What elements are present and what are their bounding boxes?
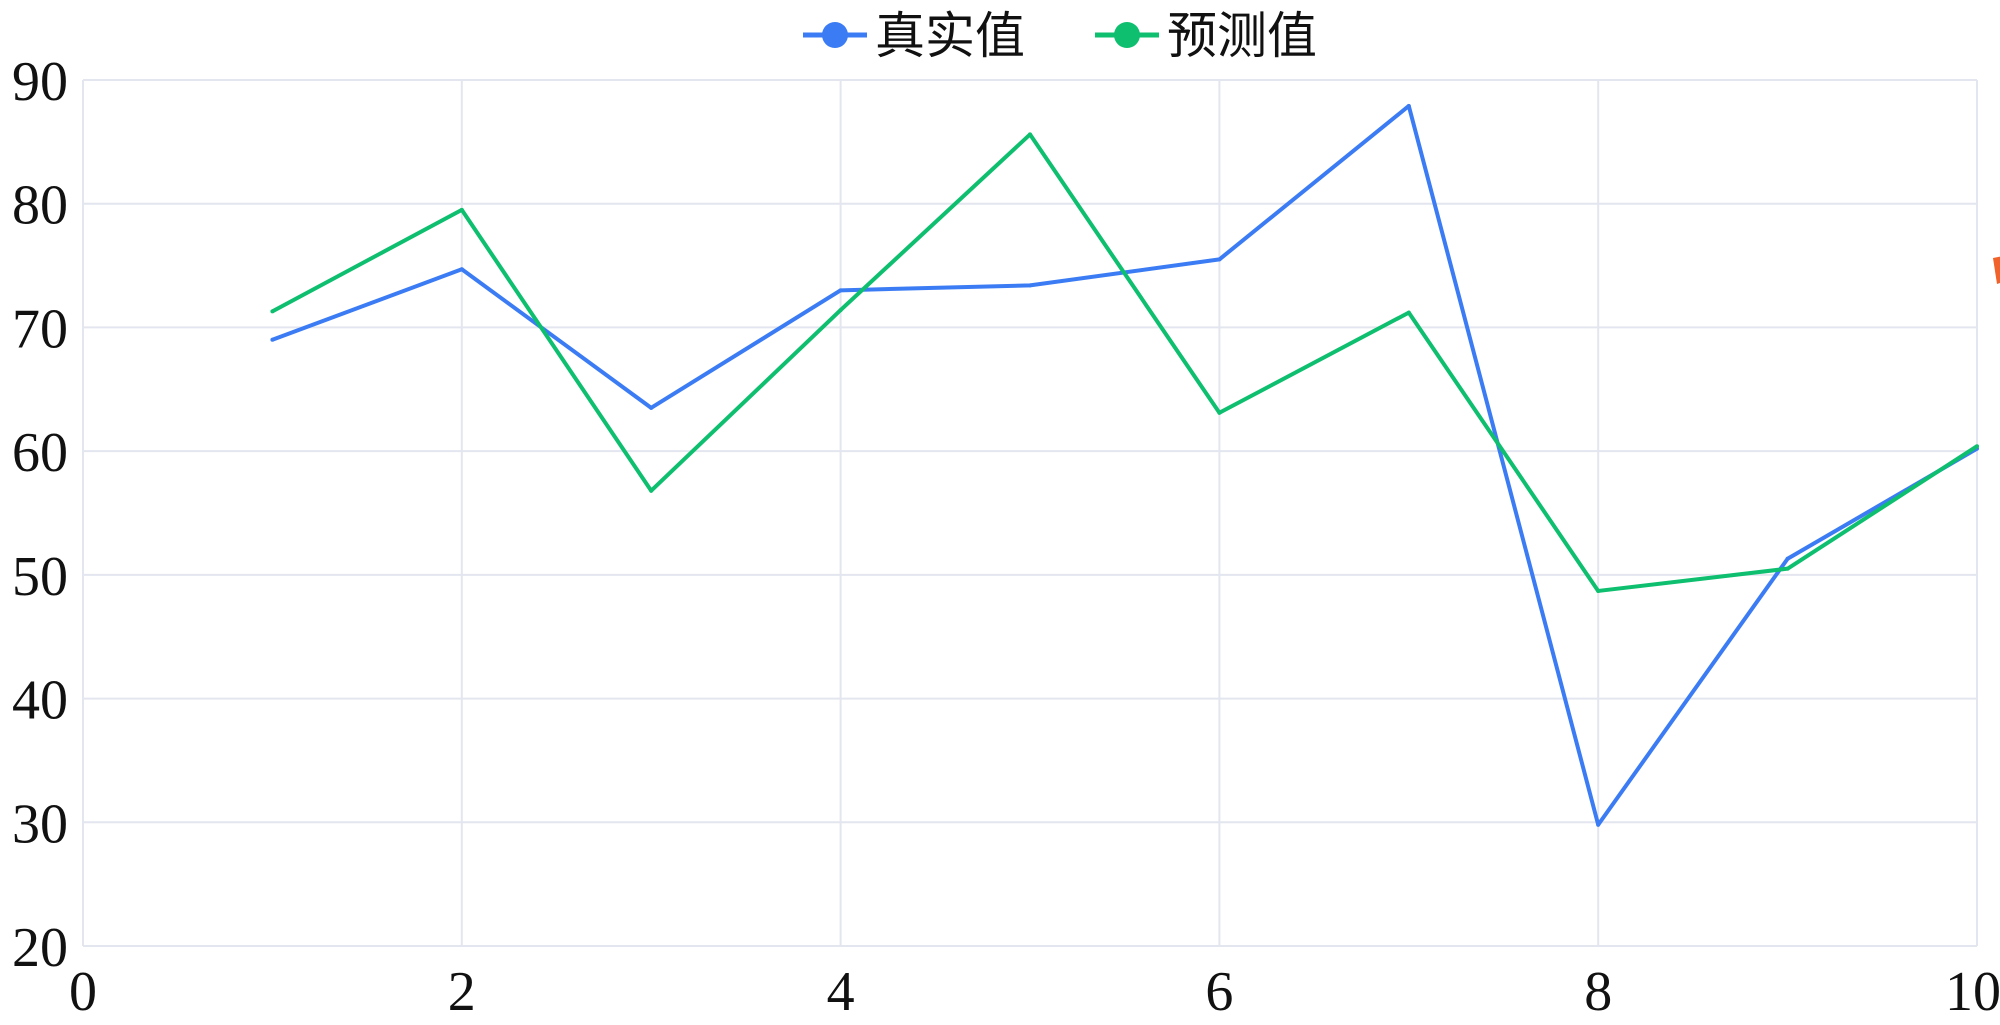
data-point bbox=[1028, 283, 1032, 288]
data-point bbox=[649, 488, 654, 493]
x-tick-label: 6 bbox=[1205, 961, 1233, 1023]
data-point bbox=[1028, 132, 1032, 137]
data-point bbox=[838, 308, 843, 313]
legend-label: 预测值 bbox=[1167, 7, 1317, 65]
y-tick-label: 60 bbox=[12, 422, 68, 484]
legend-item-2[interactable]: 预测值 bbox=[1095, 7, 1317, 65]
series-line-2 bbox=[271, 132, 1979, 593]
data-point bbox=[1596, 822, 1601, 827]
series-line-1 bbox=[271, 103, 1979, 827]
y-tick-label: 50 bbox=[12, 546, 68, 608]
legend[interactable]: 真实值 预测值 bbox=[803, 7, 1317, 65]
x-tick-label: 2 bbox=[448, 961, 476, 1023]
axis-ticks: 20 30 40 50 60 70 80 90 0 2 4 6 8 10 bbox=[12, 51, 2000, 1023]
legend-item-1[interactable]: 真实值 bbox=[803, 7, 1025, 65]
data-point bbox=[1217, 410, 1222, 415]
data-point bbox=[459, 207, 464, 212]
y-tick-label: 20 bbox=[12, 917, 68, 979]
data-point bbox=[270, 337, 275, 342]
y-tick-label: 30 bbox=[12, 793, 68, 855]
data-point bbox=[1975, 444, 1979, 449]
data-point bbox=[1406, 310, 1411, 315]
data-point bbox=[459, 267, 464, 272]
grid bbox=[82, 79, 1978, 947]
data-point bbox=[270, 309, 275, 314]
data-point bbox=[1785, 566, 1790, 571]
y-tick-label: 90 bbox=[12, 51, 68, 113]
toolbox-icon[interactable] bbox=[1993, 256, 2000, 284]
data-point bbox=[1406, 103, 1411, 108]
legend-label: 真实值 bbox=[875, 7, 1025, 65]
data-point bbox=[1596, 588, 1601, 593]
x-tick-label: 8 bbox=[1584, 961, 1612, 1023]
series-lines bbox=[270, 103, 1979, 827]
data-point bbox=[1217, 257, 1222, 262]
x-tick-label: 4 bbox=[827, 961, 855, 1023]
data-point bbox=[1785, 556, 1790, 561]
legend-marker-icon bbox=[1114, 22, 1140, 48]
data-point bbox=[649, 405, 654, 410]
x-tick-label: 0 bbox=[69, 961, 97, 1023]
legend-marker-icon bbox=[822, 22, 848, 48]
y-tick-label: 70 bbox=[12, 298, 68, 360]
y-tick-label: 40 bbox=[12, 670, 68, 732]
x-tick-label: 10 bbox=[1945, 961, 2000, 1023]
data-point bbox=[838, 288, 843, 293]
y-tick-label: 80 bbox=[12, 175, 68, 237]
